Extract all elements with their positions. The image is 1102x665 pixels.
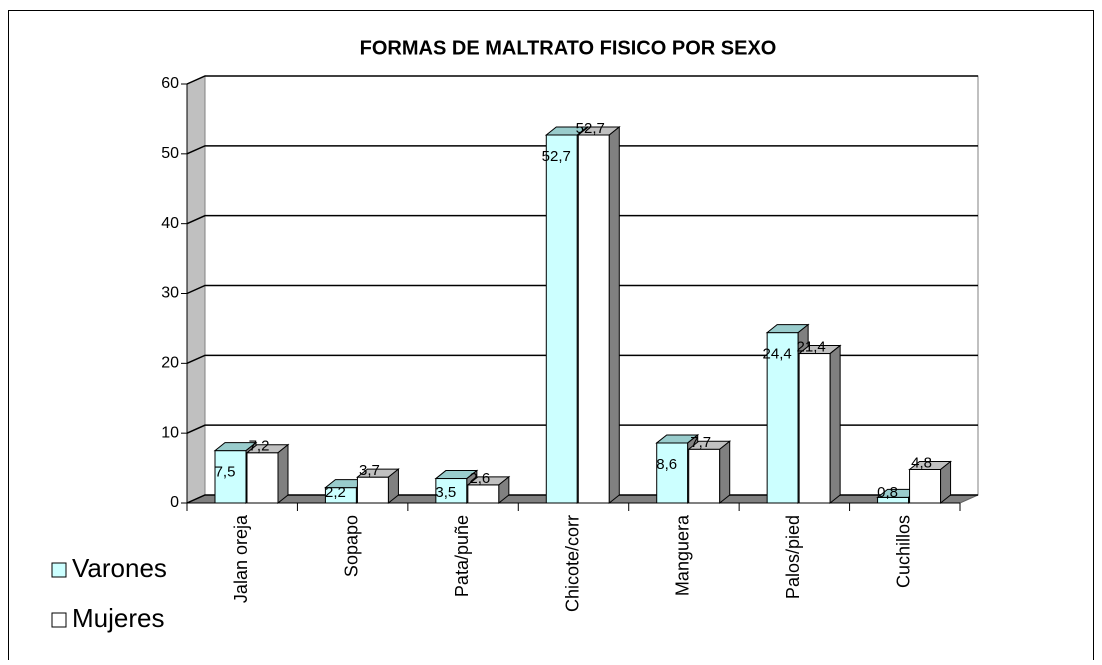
bar-side bbox=[829, 344, 841, 505]
data-label: 4,8 bbox=[911, 454, 932, 471]
bar bbox=[908, 460, 952, 505]
y-tick-label: 40 bbox=[161, 215, 179, 232]
bar-front bbox=[246, 452, 279, 504]
x-tick-label: Cuchillos bbox=[894, 515, 914, 588]
legend-label: Varones bbox=[72, 553, 167, 583]
bar bbox=[687, 440, 732, 505]
grid-line bbox=[186, 145, 978, 155]
data-label: 52,7 bbox=[542, 148, 571, 165]
data-label: 7,5 bbox=[215, 464, 236, 481]
bar-side bbox=[719, 440, 731, 505]
bar-front bbox=[909, 468, 942, 504]
bar bbox=[245, 443, 290, 505]
bar-front bbox=[435, 478, 468, 504]
data-label: 7,7 bbox=[690, 434, 711, 451]
data-label: 21,4 bbox=[797, 339, 826, 356]
bar bbox=[356, 468, 400, 505]
bar-side bbox=[608, 125, 620, 505]
bar-front bbox=[766, 332, 799, 504]
bar-front bbox=[467, 484, 500, 504]
y-tick-label: 60 bbox=[161, 75, 179, 92]
x-tick-label: Jalan oreja bbox=[231, 514, 251, 603]
data-label: 24,4 bbox=[763, 346, 792, 363]
bar-front bbox=[688, 448, 721, 504]
data-label: 7,2 bbox=[249, 438, 270, 455]
grid-line bbox=[186, 424, 978, 434]
bar-front bbox=[656, 442, 689, 504]
y-tick-label: 10 bbox=[161, 424, 179, 441]
bar-side bbox=[387, 468, 399, 505]
x-tick-label: Sopapo bbox=[341, 515, 361, 577]
data-label: 2,6 bbox=[469, 470, 490, 487]
data-label: 52,7 bbox=[576, 120, 605, 137]
bar-front bbox=[545, 134, 578, 504]
y-tick-label: 0 bbox=[170, 494, 179, 511]
grid-line bbox=[186, 354, 978, 365]
x-tick-label: Palos/pied bbox=[783, 515, 803, 599]
bar bbox=[466, 475, 511, 505]
y-tick-label: 20 bbox=[161, 355, 179, 372]
bar-side bbox=[498, 475, 510, 505]
grid-line bbox=[186, 284, 978, 295]
grid-line bbox=[186, 214, 978, 225]
legend-label: Mujeres bbox=[72, 603, 164, 633]
bar-side bbox=[277, 443, 289, 505]
bar-front bbox=[798, 353, 831, 504]
bar-front bbox=[356, 476, 389, 504]
bar bbox=[797, 344, 842, 505]
x-tick-label: Pata/puñe bbox=[452, 515, 472, 597]
data-label: 8,6 bbox=[656, 456, 677, 473]
bar-front bbox=[577, 134, 610, 504]
bar bbox=[576, 125, 621, 505]
chart-title: FORMAS DE MALTRATO FISICO POR SEXO bbox=[360, 37, 777, 59]
data-label: 3,5 bbox=[435, 484, 456, 501]
legend-swatch bbox=[51, 562, 67, 578]
x-tick-label: Manguera bbox=[673, 514, 693, 596]
y-tick-label: 50 bbox=[161, 145, 179, 162]
data-label: 2,2 bbox=[325, 484, 346, 501]
bar-side bbox=[940, 460, 952, 505]
y-tick-label: 30 bbox=[161, 285, 179, 302]
grid-line bbox=[186, 75, 978, 85]
x-tick-label: Chicote/corr bbox=[562, 515, 582, 612]
data-label: 3,7 bbox=[359, 462, 380, 479]
legend-swatch bbox=[51, 612, 67, 628]
data-label: 0,8 bbox=[877, 484, 898, 501]
bar-front bbox=[214, 450, 247, 504]
